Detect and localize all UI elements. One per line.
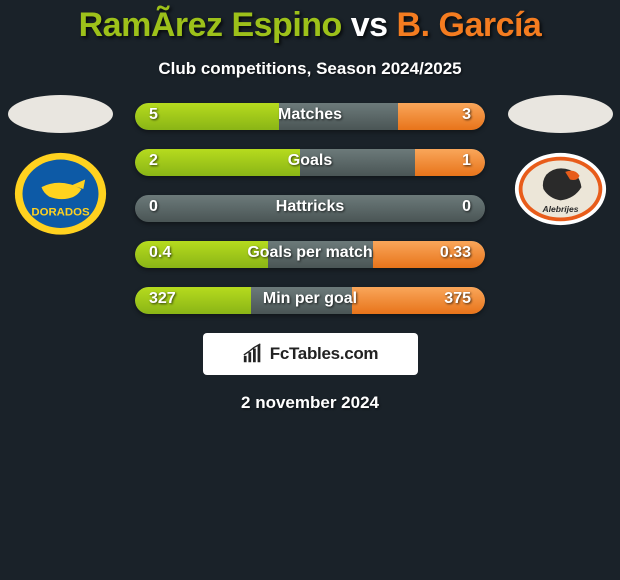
stat-row-goals-per-match: 0.4 Goals per match 0.33	[135, 241, 485, 268]
snapshot-date: 2 november 2024	[0, 393, 620, 413]
vs-text: vs	[351, 6, 388, 44]
comparison-body: DORADOS Alebrijes 5 Matches 3	[0, 103, 620, 314]
player2-club-badge: Alebrijes	[513, 151, 608, 236]
fctables-link[interactable]: FcTables.com	[203, 333, 418, 375]
player2-name: B. García	[397, 6, 542, 44]
comparison-title: RamÃ­rez Espino vs B. García	[0, 0, 620, 45]
stat-value-left: 327	[149, 290, 176, 308]
stat-row-matches: 5 Matches 3	[135, 103, 485, 130]
stat-row-min-per-goal: 327 Min per goal 375	[135, 287, 485, 314]
player2-column: Alebrijes	[500, 95, 620, 236]
chart-bars-icon	[242, 343, 264, 365]
player1-name: RamÃ­rez Espino	[79, 6, 342, 44]
stat-value-right: 0	[462, 198, 471, 216]
stat-fill-left	[135, 149, 300, 176]
player1-photo-placeholder	[8, 95, 113, 133]
stat-row-goals: 2 Goals 1	[135, 149, 485, 176]
player1-club-badge: DORADOS	[13, 151, 108, 236]
svg-text:DORADOS: DORADOS	[31, 207, 90, 219]
stat-fill-right	[398, 103, 486, 130]
dorados-badge-icon: DORADOS	[13, 151, 108, 237]
stat-value-left: 0	[149, 198, 158, 216]
svg-text:Alebrijes: Alebrijes	[541, 204, 578, 214]
subtitle: Club competitions, Season 2024/2025	[0, 59, 620, 79]
stat-label: Hattricks	[276, 198, 344, 216]
stat-bars: 5 Matches 3 2 Goals 1 0 Hattricks 0 0.4 …	[135, 103, 485, 314]
stat-value-right: 3	[462, 106, 471, 124]
stat-fill-right	[415, 149, 485, 176]
stat-value-left: 0.4	[149, 244, 171, 262]
fctables-brand-text: FcTables.com	[270, 344, 379, 364]
player1-column: DORADOS	[0, 95, 120, 236]
stat-label: Goals per match	[247, 244, 372, 262]
stat-label: Matches	[278, 106, 342, 124]
stat-value-left: 2	[149, 152, 158, 170]
stat-label: Min per goal	[263, 290, 357, 308]
stat-value-right: 1	[462, 152, 471, 170]
stat-label: Goals	[288, 152, 332, 170]
player2-photo-placeholder	[508, 95, 613, 133]
alebrijes-badge-icon: Alebrijes	[513, 151, 608, 227]
stat-value-right: 375	[444, 290, 471, 308]
stat-value-left: 5	[149, 106, 158, 124]
stat-row-hattricks: 0 Hattricks 0	[135, 195, 485, 222]
stat-value-right: 0.33	[440, 244, 471, 262]
